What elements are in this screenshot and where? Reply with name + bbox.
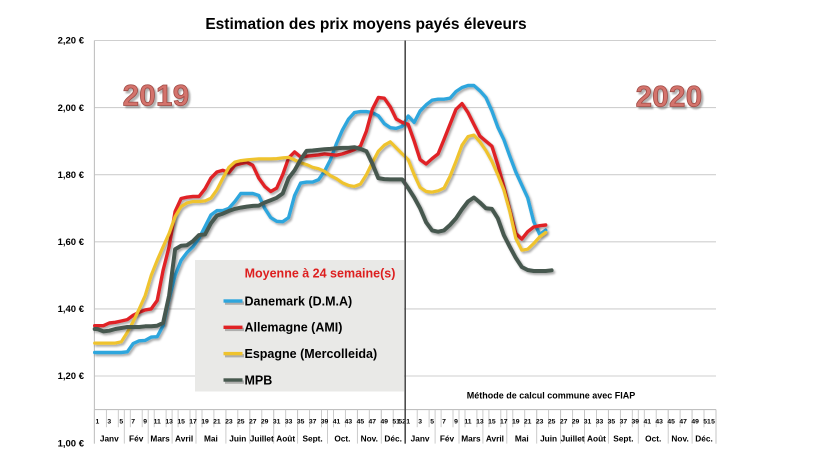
svg-text:Août: Août [276,433,295,443]
svg-text:Avril: Avril [486,433,504,443]
svg-text:17: 17 [189,419,197,426]
svg-text:2,20 €: 2,20 € [58,36,85,47]
svg-text:13: 13 [476,419,484,426]
svg-text:43: 43 [345,419,353,426]
svg-text:Déc.: Déc. [695,433,713,443]
svg-text:Méthode de calcul commune avec: Méthode de calcul commune avec FIAP [467,391,636,401]
svg-text:41: 41 [333,419,341,426]
svg-text:Juin: Juin [540,433,557,443]
svg-text:Allemagne (AMI): Allemagne (AMI) [245,321,343,335]
svg-text:49: 49 [691,419,699,426]
svg-text:15: 15 [177,419,185,426]
svg-text:Nov.: Nov. [671,433,688,443]
svg-text:45: 45 [357,419,365,426]
svg-text:Mai: Mai [204,433,218,443]
svg-text:2,00 €: 2,00 € [58,103,85,114]
svg-text:MPB: MPB [245,373,273,387]
svg-text:Janv: Janv [411,433,430,443]
svg-text:Fév: Fév [440,433,455,443]
svg-text:Déc.: Déc. [384,433,402,443]
svg-text:Nov.: Nov. [361,433,378,443]
svg-text:31: 31 [273,419,281,426]
svg-text:11: 11 [154,419,161,426]
svg-text:51: 51 [703,419,711,426]
svg-text:51: 51 [392,419,400,426]
svg-text:33: 33 [285,419,293,426]
svg-text:37: 37 [620,419,628,426]
svg-text:41: 41 [644,419,652,426]
svg-text:9: 9 [454,419,458,426]
svg-text:Sept.: Sept. [613,433,633,443]
svg-text:39: 39 [321,419,329,426]
svg-text:52: 52 [398,419,406,426]
svg-text:31: 31 [584,419,592,426]
svg-text:Août: Août [587,433,606,443]
svg-text:11: 11 [464,419,471,426]
svg-text:2019: 2019 [123,80,190,113]
svg-text:1,40 €: 1,40 € [58,304,85,315]
svg-text:29: 29 [572,419,580,426]
svg-text:1,20 €: 1,20 € [58,371,85,382]
svg-text:5: 5 [711,419,715,426]
svg-text:45: 45 [667,419,675,426]
svg-text:25: 25 [237,419,245,426]
svg-text:47: 47 [679,419,687,426]
svg-text:7: 7 [442,419,446,426]
svg-text:49: 49 [381,419,389,426]
svg-text:Oct.: Oct. [334,433,350,443]
svg-text:9: 9 [143,419,147,426]
svg-text:Mai: Mai [515,433,529,443]
svg-text:39: 39 [632,419,640,426]
svg-text:Juillet: Juillet [561,433,585,443]
svg-text:1,60 €: 1,60 € [58,237,85,248]
svg-text:Danemark (D.M.A): Danemark (D.M.A) [245,294,353,308]
svg-text:17: 17 [500,419,508,426]
svg-text:Sept.: Sept. [302,433,322,443]
svg-text:29: 29 [261,419,269,426]
svg-text:Moyenne à 24 semaine(s): Moyenne à 24 semaine(s) [245,267,396,281]
svg-text:35: 35 [608,419,616,426]
svg-text:43: 43 [655,419,663,426]
svg-text:Avril: Avril [175,433,193,443]
svg-text:7: 7 [131,419,135,426]
svg-text:19: 19 [512,419,520,426]
svg-text:1: 1 [406,419,410,426]
svg-text:5: 5 [430,419,434,426]
svg-text:3: 3 [418,419,422,426]
svg-text:25: 25 [548,419,556,426]
svg-text:5: 5 [119,419,123,426]
svg-text:13: 13 [165,419,173,426]
svg-text:Fév: Fév [129,433,144,443]
svg-text:Estimation des prix moyens pay: Estimation des prix moyens payés éleveur… [205,16,526,33]
svg-text:Oct.: Oct. [645,433,661,443]
svg-text:Mars: Mars [461,433,481,443]
svg-text:1,80 €: 1,80 € [58,170,85,181]
svg-text:Espagne (Mercolleida): Espagne (Mercolleida) [245,347,378,361]
svg-text:1: 1 [96,419,100,426]
svg-text:1,00 €: 1,00 € [58,438,85,449]
svg-text:47: 47 [369,419,377,426]
svg-text:23: 23 [536,419,544,426]
svg-text:27: 27 [560,419,568,426]
svg-text:Mars: Mars [150,433,170,443]
svg-text:21: 21 [213,419,221,426]
svg-text:2020: 2020 [636,81,703,114]
svg-text:Juillet: Juillet [250,433,274,443]
svg-text:15: 15 [488,419,496,426]
svg-text:37: 37 [309,419,317,426]
svg-text:33: 33 [596,419,604,426]
svg-text:21: 21 [524,419,532,426]
svg-text:Janv: Janv [100,433,119,443]
svg-text:23: 23 [225,419,233,426]
svg-text:Juin: Juin [229,433,246,443]
svg-text:35: 35 [297,419,305,426]
svg-text:27: 27 [249,419,257,426]
svg-text:19: 19 [201,419,209,426]
svg-text:3: 3 [107,419,111,426]
